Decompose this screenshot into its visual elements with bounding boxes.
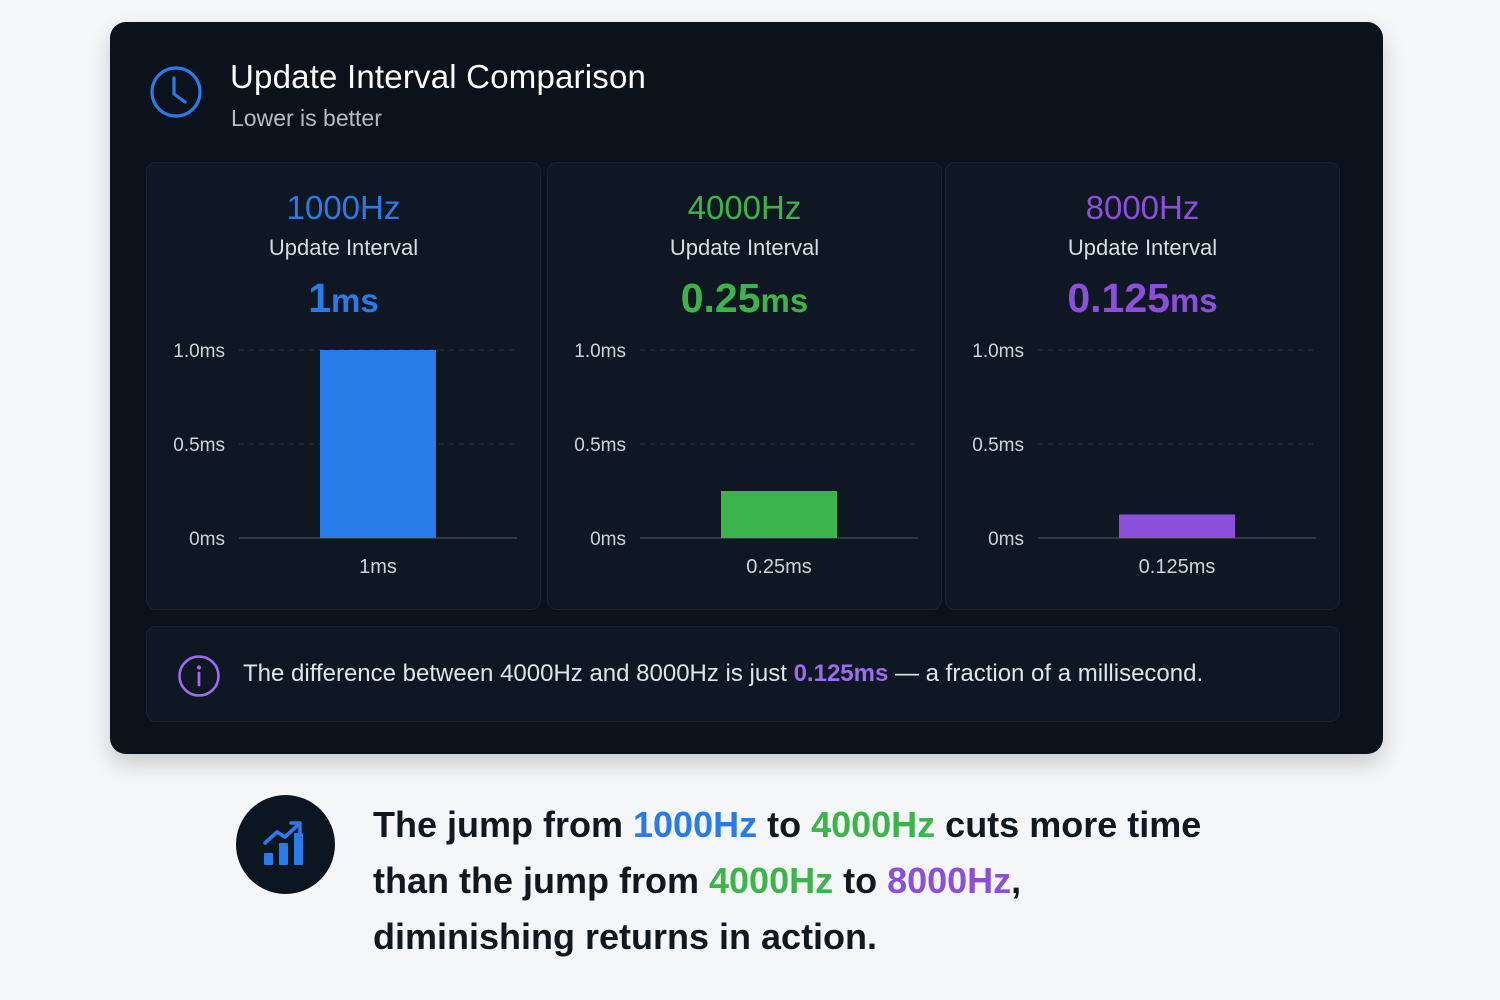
footer-text-segment: ,	[1011, 860, 1022, 901]
footer-text-segment: to	[757, 804, 812, 845]
footer-line-1: The jump from 1000Hz to 4000Hz cuts more…	[373, 797, 1373, 853]
card-subtitle: Lower is better	[231, 105, 382, 131]
footer-line-3: diminishing returns in action.	[373, 916, 878, 957]
panel-metric-label: Update Interval	[669, 235, 820, 260]
panel-value-unit: ms	[760, 282, 809, 319]
panel-8000hz: 8000Hz Update Interval 0.125ms 0ms 0.5ms 1…	[945, 162, 1340, 610]
y-tick-label: 1.0ms	[574, 341, 626, 362]
footer-hz-1000: 1000Hz	[633, 804, 758, 845]
panel-4000hz: 4000Hz Update Interval 0.25ms 0ms 0.5ms 1.…	[547, 162, 942, 610]
y-tick-label: 0.5ms	[173, 435, 225, 456]
y-tick-label: 0.5ms	[574, 435, 626, 456]
panel-value-number: 0.125	[1067, 275, 1170, 321]
footer-text-segment: than the jump from	[373, 860, 709, 901]
panel-metric-label: Update Interval	[268, 235, 419, 260]
clock-icon	[150, 66, 202, 118]
footer-hz-4000: 4000Hz	[709, 860, 834, 901]
info-callout: The difference between 4000Hz and 8000Hz…	[146, 626, 1340, 722]
info-text-after: — a fraction of a millisecond.	[888, 660, 1204, 687]
panel-value-unit: ms	[331, 282, 379, 319]
bar	[320, 350, 436, 538]
info-text: The difference between 4000Hz and 8000Hz…	[243, 660, 1203, 688]
y-tick-label: 0.5ms	[972, 435, 1024, 456]
footer-text-segment: to	[833, 860, 888, 901]
footer-text-segment: The jump from	[373, 804, 633, 845]
info-highlight: 0.125ms	[793, 660, 889, 687]
panel-metric-label: Update Interval	[1067, 235, 1218, 260]
chart-trend-icon	[236, 795, 335, 894]
y-tick-label: 0ms	[189, 529, 225, 550]
card-title: Update Interval Comparison	[230, 58, 647, 95]
panel-hz-label: 1000Hz	[286, 189, 401, 226]
y-tick-label: 1.0ms	[173, 341, 225, 362]
panel-hz-label: 4000Hz	[687, 189, 802, 226]
panel-1000hz: 1000Hz Update Interval 1ms 0ms 0.5ms 1.0ms…	[146, 162, 541, 610]
footer-hz-8000: 8000Hz	[887, 860, 1012, 901]
panel-value: 1ms	[147, 275, 540, 322]
y-tick-label: 0ms	[590, 529, 626, 550]
bar	[1119, 514, 1235, 538]
footer-hz-4000: 4000Hz	[811, 804, 936, 845]
panel-value: 0.25ms	[548, 275, 941, 322]
panel-value-number: 1	[308, 275, 332, 321]
y-tick-label: 0ms	[988, 529, 1024, 550]
footer-line-2: than the jump from 4000Hz to 8000Hz,	[373, 853, 1373, 909]
y-tick-label: 1.0ms	[972, 341, 1024, 362]
info-icon	[178, 655, 220, 697]
panel-value: 0.125ms	[946, 275, 1339, 322]
footer-text-segment: cuts more time	[935, 804, 1202, 845]
bar	[721, 491, 837, 538]
comparison-card: Update Interval Comparison Lower is bett…	[110, 22, 1383, 754]
bar-chart-1000hz: 0ms 0.5ms 1.0ms 1ms	[173, 341, 517, 578]
bar-chart-8000hz: 0ms 0.5ms 1.0ms 0.125ms	[972, 341, 1316, 578]
panel-value-number: 0.25	[680, 275, 761, 321]
panel-hz-label: 8000Hz	[1085, 189, 1200, 226]
x-category-label: 0.125ms	[1139, 556, 1216, 578]
panel-value-unit: ms	[1169, 282, 1218, 319]
x-category-label: 0.25ms	[746, 556, 812, 578]
footer-summary: The jump from 1000Hz to 4000Hz cuts more…	[373, 797, 1373, 965]
info-text-before: The difference between 4000Hz and 8000Hz…	[243, 660, 794, 687]
x-category-label: 1ms	[359, 556, 397, 578]
bar-chart-4000hz: 0ms 0.5ms 1.0ms 0.25ms	[574, 341, 918, 578]
